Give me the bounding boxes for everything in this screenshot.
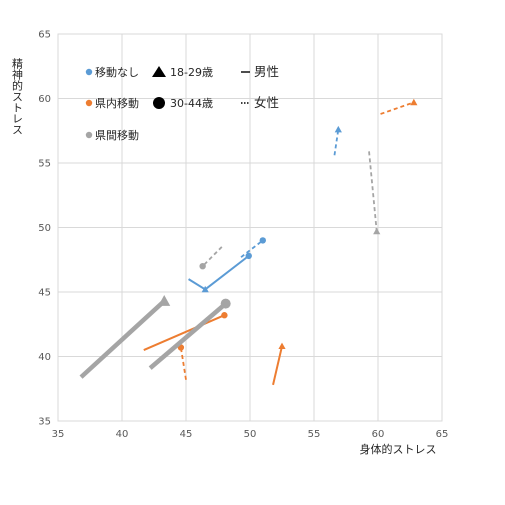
series <box>333 125 342 156</box>
series <box>199 246 223 270</box>
plot-border <box>57 33 443 422</box>
y-axis-ticks: 35 40 45 50 55 60 65 <box>38 30 51 428</box>
legend-marker <box>85 68 93 76</box>
legend-label: 移動なし <box>95 65 139 79</box>
y-tick-label: 40 <box>38 352 51 363</box>
series <box>368 151 381 235</box>
circle-marker <box>199 263 206 270</box>
series-layer <box>79 98 418 386</box>
legend-marker <box>85 99 93 107</box>
series <box>148 298 231 370</box>
circle-marker <box>245 252 252 260</box>
series <box>240 237 266 258</box>
x-tick-label: 35 <box>52 429 65 440</box>
legend-marker <box>85 131 93 139</box>
legend-label: 県間移動 <box>95 128 139 142</box>
triangle-marker <box>334 125 342 133</box>
y-tick-label: 65 <box>38 30 51 41</box>
circle-marker <box>221 312 228 319</box>
circle-marker <box>259 237 266 244</box>
x-tick-label: 40 <box>116 429 129 440</box>
legend-circle-marker <box>153 97 165 109</box>
triangle-marker <box>410 98 418 106</box>
series-line <box>204 255 250 291</box>
legend-label: 18-29歳 <box>170 66 213 79</box>
series <box>380 98 418 115</box>
y-tick-label: 55 <box>38 159 51 170</box>
y-tick-label: 50 <box>38 223 51 234</box>
y-tick-label: 60 <box>38 94 51 105</box>
circle-marker <box>220 298 231 309</box>
series-line <box>368 151 378 232</box>
x-tick-label: 60 <box>372 429 385 440</box>
series-line <box>380 101 415 115</box>
x-tick-label: 50 <box>244 429 257 440</box>
series-line <box>148 301 228 370</box>
series <box>204 252 252 291</box>
x-axis-ticks: 35 40 45 50 55 60 65 <box>52 429 449 440</box>
legend-label: 男性 <box>254 64 279 79</box>
plot-area <box>57 33 443 422</box>
series-line <box>333 129 340 156</box>
series-line <box>240 239 264 258</box>
x-axis-title: 身体的ストレス <box>360 442 437 456</box>
legend-label: 30-44歳 <box>170 97 213 110</box>
triangle-marker <box>158 295 171 306</box>
series-line <box>143 314 225 351</box>
series-line <box>188 278 206 291</box>
x-tick-label: 65 <box>436 429 449 440</box>
y-axis-title: 精神的ストレス <box>11 58 24 135</box>
series <box>272 342 286 386</box>
series-line <box>202 246 223 267</box>
legend-label: 県内移動 <box>95 96 139 110</box>
legend-label: 女性 <box>254 95 279 110</box>
y-tick-label: 35 <box>38 417 51 428</box>
x-tick-label: 55 <box>308 429 321 440</box>
x-tick-label: 45 <box>180 429 193 440</box>
y-tick-label: 45 <box>38 288 51 299</box>
triangle-marker <box>278 342 286 350</box>
series-line <box>79 299 166 379</box>
triangle-marker <box>373 227 381 235</box>
series <box>143 312 228 351</box>
series-line <box>272 345 283 386</box>
legend-triangle-marker <box>152 66 166 77</box>
series-line <box>179 347 187 380</box>
series <box>79 295 171 379</box>
